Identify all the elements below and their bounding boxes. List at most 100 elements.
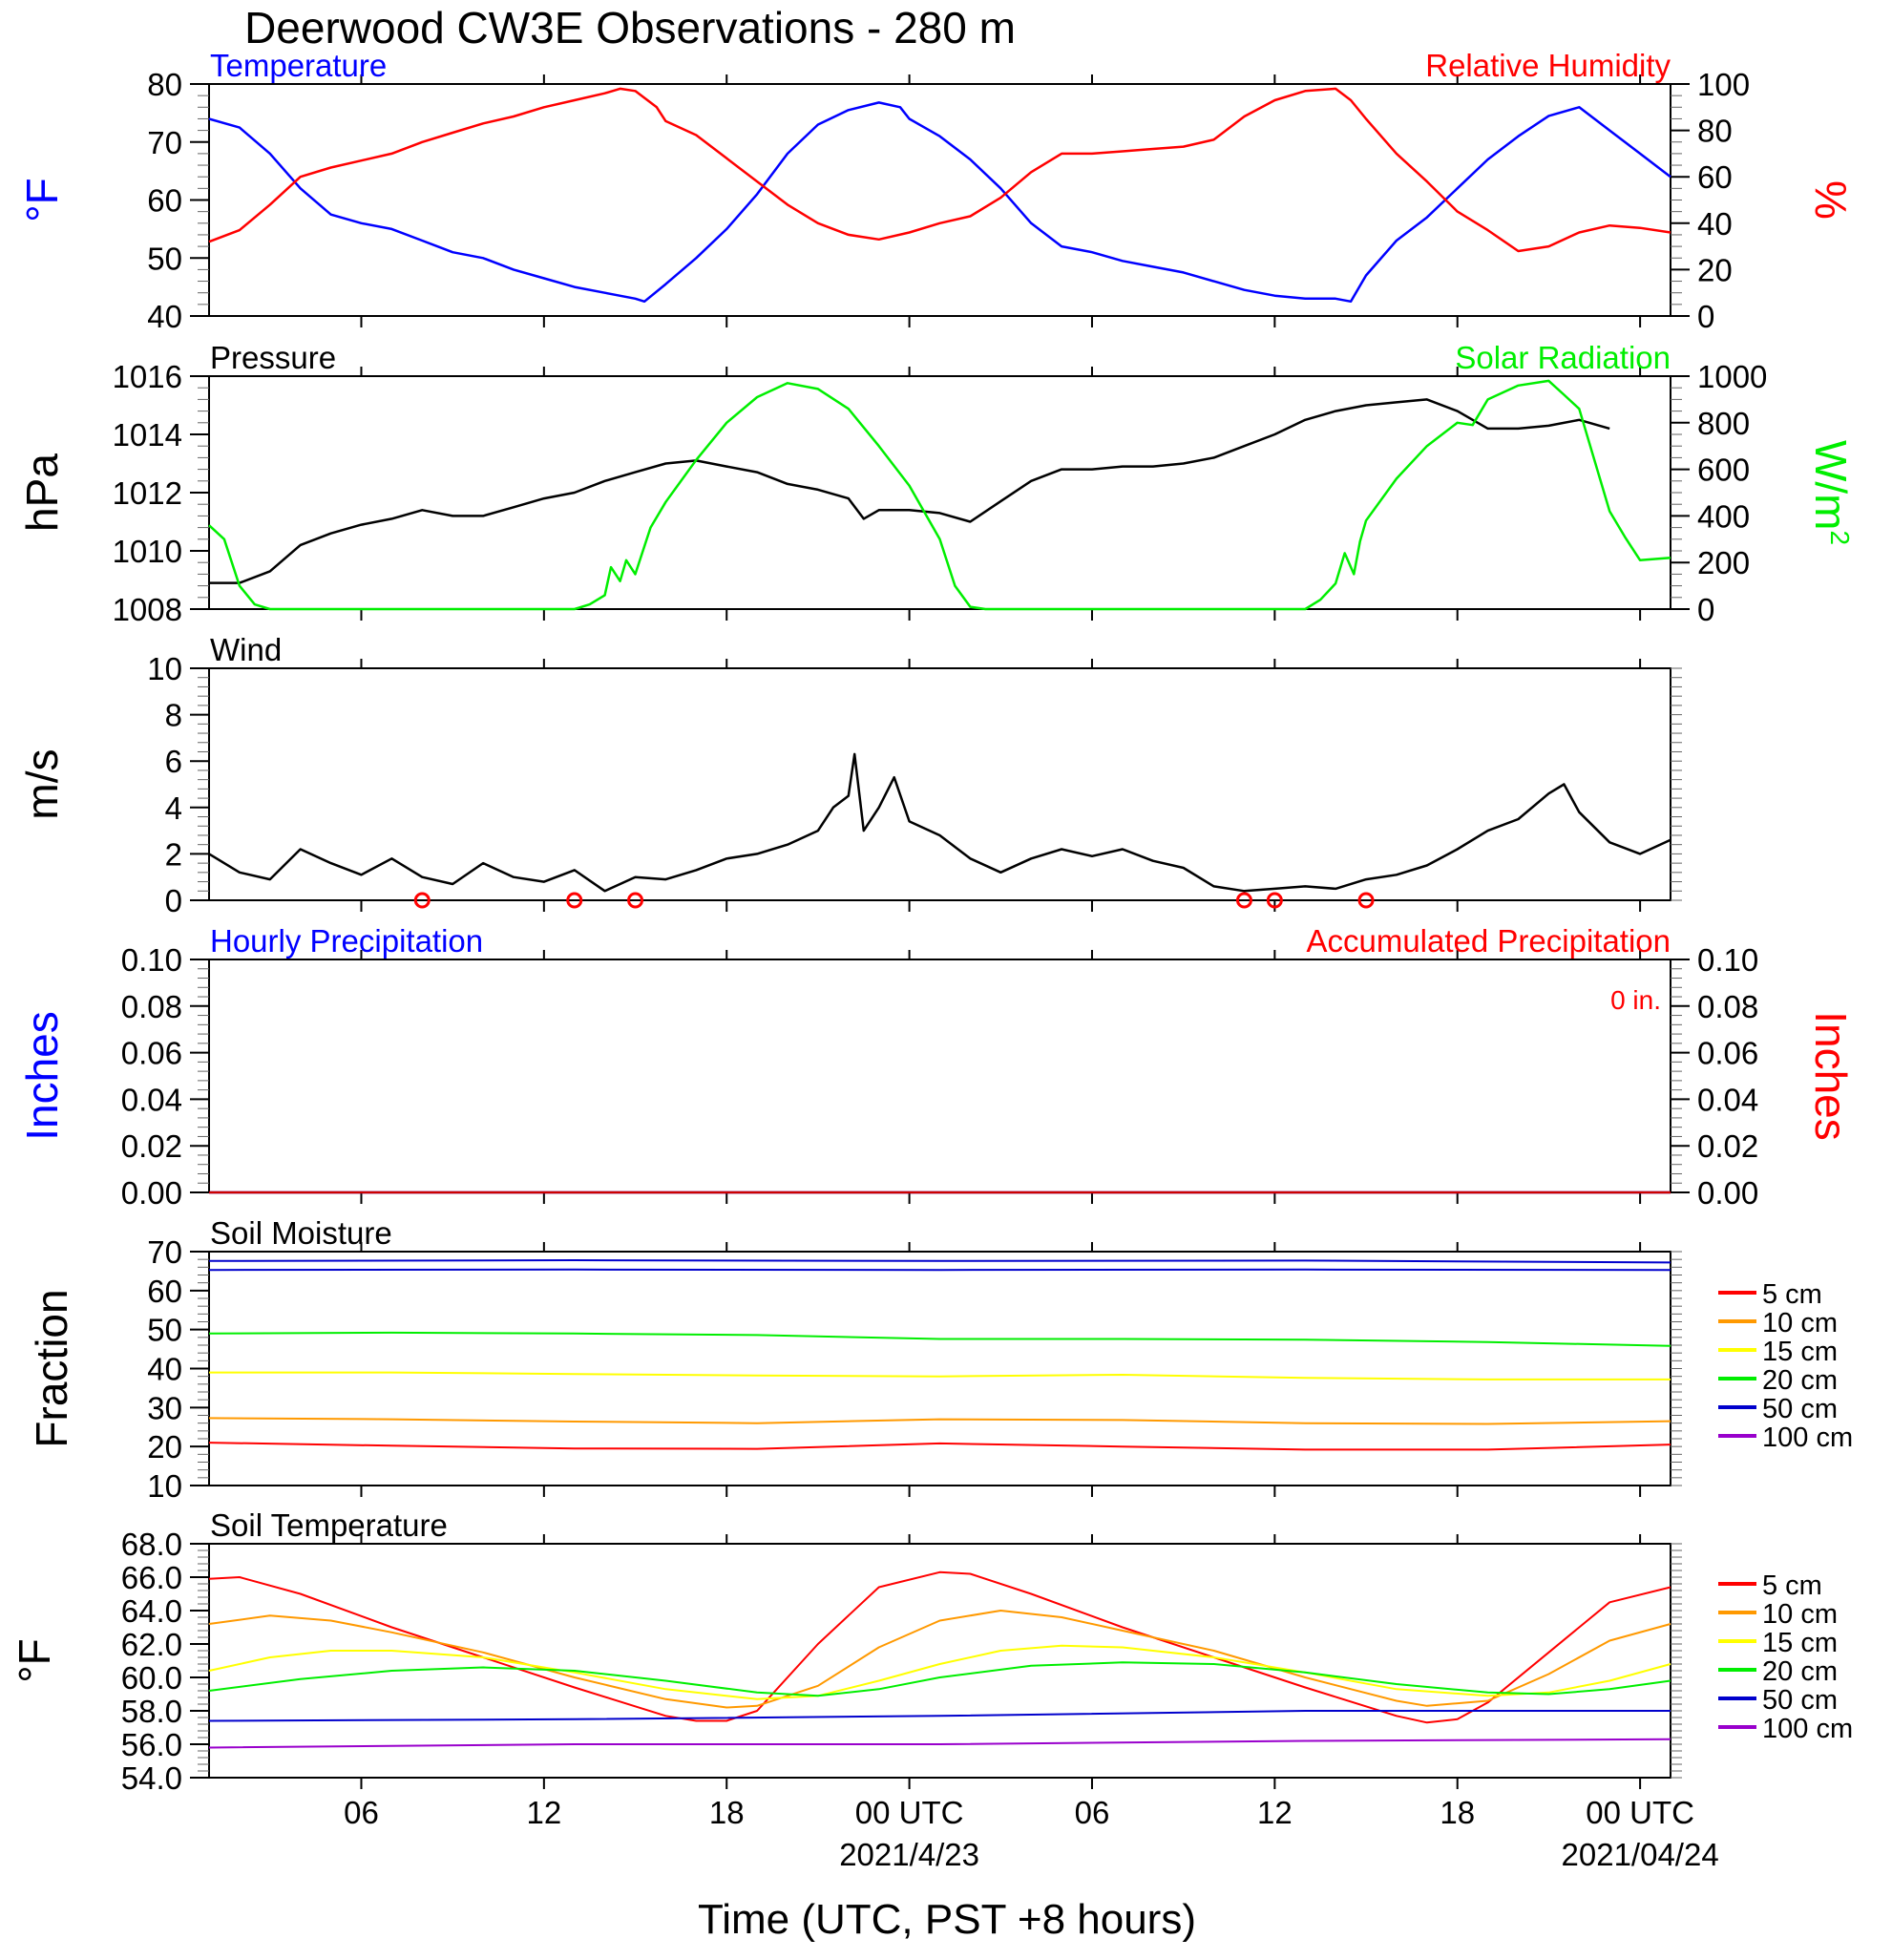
legend-label: 50 cm bbox=[1762, 1685, 1838, 1716]
y-tick-label-left: 0.04 bbox=[121, 1082, 182, 1117]
y-tick-label-left: 6 bbox=[165, 744, 182, 779]
x-tick-date-label: 2021/04/24 bbox=[1562, 1837, 1719, 1872]
series-10-cm bbox=[208, 1610, 1671, 1709]
series-15-cm bbox=[208, 1644, 1671, 1700]
series-5-cm bbox=[208, 1570, 1671, 1724]
y-tick-label-right: 400 bbox=[1697, 498, 1750, 534]
calm-wind-marker bbox=[627, 892, 644, 909]
unit-text: Inches bbox=[1806, 1011, 1856, 1141]
y-axis-unit-left: Fraction bbox=[27, 1289, 76, 1447]
y-tick-label-left: 2 bbox=[165, 836, 182, 872]
y-tick-label-left: 40 bbox=[147, 1352, 182, 1387]
plot-frame bbox=[208, 375, 1671, 610]
y-tick-label-right: 40 bbox=[1697, 206, 1733, 242]
legend-label: 5 cm bbox=[1762, 1279, 1822, 1310]
calm-wind-marker bbox=[1357, 892, 1375, 909]
panel-title-left: Wind bbox=[210, 632, 282, 667]
y-tick-label-right: 0.00 bbox=[1697, 1175, 1758, 1211]
x-axis: 06 12 18 00 UTC 2021/4/23 06 12 18 00 UTC 2021/04… bbox=[344, 1795, 1719, 1872]
legend-label: 50 cm bbox=[1762, 1394, 1838, 1424]
y-tick-label-left: 20 bbox=[147, 1429, 182, 1465]
panel-title-right: Accumulated Precipitation bbox=[1306, 923, 1671, 959]
plot-frame bbox=[208, 667, 1671, 901]
y-axis-unit-left: °F bbox=[17, 178, 67, 222]
series-5-cm bbox=[208, 1442, 1671, 1451]
panel-title-left: Hourly Precipitation bbox=[210, 923, 483, 959]
y-tick-label-right: 1000 bbox=[1697, 359, 1767, 394]
y-tick-label-left: 4 bbox=[165, 790, 182, 826]
y-tick-label-left: 50 bbox=[147, 241, 182, 276]
y-tick-label-left: 0.10 bbox=[121, 942, 182, 978]
y-tick-label-right: 80 bbox=[1697, 114, 1733, 149]
panel-precip: 0.00 0.02 0.04 0.06 0.08 0.10 0.00 0.02 0.04 0.06… bbox=[17, 923, 1856, 1211]
y-tick-label-left: 60.0 bbox=[121, 1660, 182, 1696]
calm-wind-marker bbox=[1266, 892, 1283, 909]
y-tick-label-left: 30 bbox=[147, 1390, 182, 1425]
y-axis-unit-left: °F bbox=[10, 1638, 59, 1683]
x-tick-label: 06 bbox=[1075, 1795, 1110, 1830]
y-tick-label-left: 1016 bbox=[113, 359, 182, 394]
y-tick-label-right: 0 bbox=[1697, 299, 1714, 334]
x-tick-label: 12 bbox=[1257, 1795, 1293, 1830]
series-100-cm bbox=[208, 1738, 1671, 1749]
y-tick-label-left: 0 bbox=[165, 883, 182, 918]
plot-frame bbox=[208, 959, 1671, 1193]
series-solar-radiation bbox=[208, 379, 1671, 611]
series-20-cm bbox=[208, 1661, 1671, 1697]
y-tick-label-left: 70 bbox=[147, 125, 182, 160]
y-tick-label-left: 50 bbox=[147, 1313, 182, 1348]
legend-label: 20 cm bbox=[1762, 1365, 1838, 1396]
y-tick-label-left: 64.0 bbox=[121, 1593, 182, 1629]
panel-wind: 0 2 4 6 8 10 Wind m/s bbox=[17, 632, 1682, 918]
y-tick-label-right: 100 bbox=[1697, 67, 1750, 102]
legend-label: 15 cm bbox=[1762, 1628, 1838, 1658]
x-tick-label: 18 bbox=[709, 1795, 745, 1830]
panel-title-left: Temperature bbox=[210, 48, 387, 83]
legend-label: 20 cm bbox=[1762, 1656, 1838, 1687]
y-tick-label-right: 20 bbox=[1697, 252, 1733, 287]
y-tick-label-left: 54.0 bbox=[121, 1760, 182, 1796]
y-tick-label-left: 1012 bbox=[113, 475, 182, 511]
legend-label: 100 cm bbox=[1762, 1423, 1853, 1453]
y-tick-label-left: 1014 bbox=[113, 417, 182, 453]
x-tick-label: 06 bbox=[344, 1795, 379, 1830]
y-tick-label-right: 0.04 bbox=[1697, 1082, 1758, 1117]
x-tick-date-label: 2021/4/23 bbox=[839, 1837, 979, 1872]
y-tick-label-right: 60 bbox=[1697, 159, 1733, 195]
series-20-cm bbox=[208, 1331, 1671, 1347]
x-tick-label: 18 bbox=[1440, 1795, 1475, 1830]
y-tick-label-left: 8 bbox=[165, 698, 182, 733]
unit-text: W/m bbox=[1806, 440, 1856, 531]
y-tick-label-left: 40 bbox=[147, 299, 182, 334]
legend-label: 100 cm bbox=[1762, 1714, 1853, 1744]
calm-wind-marker bbox=[413, 892, 431, 909]
x-tick-label: 12 bbox=[526, 1795, 561, 1830]
panel-temp-rh: 40 50 60 70 80 0 20 40 60 80 100 Temperature Relativ… bbox=[17, 48, 1856, 334]
series-10-cm bbox=[208, 1417, 1671, 1425]
y-tick-label-right: 0.08 bbox=[1697, 989, 1758, 1024]
y-tick-label-right: 800 bbox=[1697, 406, 1750, 441]
figure-title: Deerwood CW3E Observations - 280 m bbox=[244, 3, 1016, 53]
y-axis-unit-left: m/s bbox=[17, 748, 67, 819]
plot-frame bbox=[208, 1543, 1671, 1779]
plot-frame bbox=[208, 83, 1671, 317]
panel-title-right: Solar Radiation bbox=[1455, 340, 1671, 375]
y-tick-label-left: 70 bbox=[147, 1234, 182, 1270]
series-50-cm bbox=[208, 1259, 1671, 1264]
y-tick-label-left: 62.0 bbox=[121, 1627, 182, 1662]
series-wind bbox=[208, 752, 1671, 893]
y-tick-label-right: 0 bbox=[1697, 592, 1714, 627]
y-tick-label-left: 0.06 bbox=[121, 1036, 182, 1071]
y-tick-label-left: 10 bbox=[147, 1468, 182, 1504]
panel-soil-temp: 54.056.058.060.062.064.066.068.0 Soil Tem… bbox=[10, 1507, 1853, 1796]
y-tick-label-left: 60 bbox=[147, 1274, 182, 1309]
y-tick-label-left: 0.02 bbox=[121, 1128, 182, 1164]
y-tick-label-left: 66.0 bbox=[121, 1560, 182, 1595]
y-tick-label-right: 600 bbox=[1697, 453, 1750, 488]
y-tick-label-left: 58.0 bbox=[121, 1694, 182, 1729]
unit-superscript: 2 bbox=[1825, 530, 1855, 545]
panel-title-left: Soil Temperature bbox=[210, 1507, 448, 1543]
legend-label: 10 cm bbox=[1762, 1308, 1838, 1338]
